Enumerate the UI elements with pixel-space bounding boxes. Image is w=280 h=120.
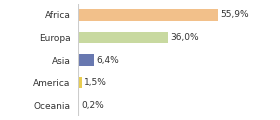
Text: 36,0%: 36,0% — [171, 33, 199, 42]
Text: 55,9%: 55,9% — [220, 10, 249, 19]
Text: 1,5%: 1,5% — [84, 78, 107, 87]
Bar — [78, 9, 218, 21]
Bar — [78, 99, 79, 111]
Bar — [78, 77, 82, 88]
Bar — [78, 32, 169, 43]
Text: 6,4%: 6,4% — [96, 55, 119, 65]
Bar — [78, 54, 94, 66]
Text: 0,2%: 0,2% — [81, 101, 104, 110]
